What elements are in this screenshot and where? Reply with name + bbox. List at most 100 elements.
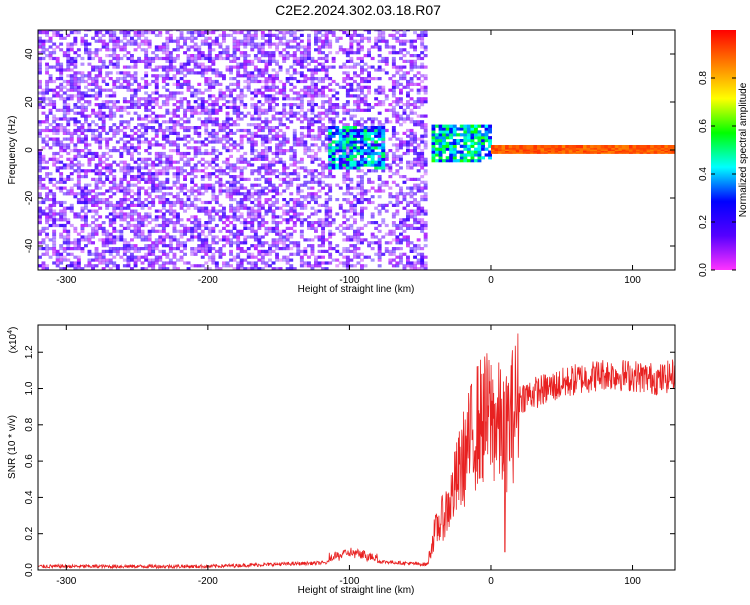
heatmap-cell [225,137,230,141]
heatmap-cell [402,195,407,199]
heatmap-cell [331,59,336,63]
heatmap-cell [377,209,382,213]
heatmap-cell [101,114,106,118]
heatmap-cell [211,226,216,230]
heatmap-cell [250,183,255,187]
heatmap-cell [360,48,364,52]
heatmap-cell [395,255,400,259]
heatmap-cell [84,206,88,210]
heatmap-cell [342,140,347,144]
heatmap-cell [52,143,57,147]
heatmap-cell [292,200,297,205]
heatmap-cell [399,137,403,141]
heatmap-cell [165,94,170,98]
heatmap-cell [289,218,294,222]
heatmap-cell [144,258,149,262]
heatmap-cell [165,56,170,61]
heatmap-cell [363,223,368,228]
heatmap-cell [243,45,248,49]
heatmap-cell [147,192,152,196]
heatmap-cell [154,172,159,176]
heatmap-cell [101,232,106,236]
heatmap-cell [154,77,159,81]
heatmap-cell [264,249,269,253]
heatmap-cell [395,71,400,75]
heatmap-cell [236,45,241,49]
heatmap-cell [324,221,329,225]
heatmap-cell [211,146,216,150]
heatmap-cell [243,218,248,222]
heatmap-cell [69,137,74,141]
heatmap-cell [115,79,120,84]
heatmap-cell [126,71,131,75]
heatmap-cell [374,221,379,225]
heatmap-cell [391,100,396,104]
heatmap-cell [335,198,340,202]
heatmap-cell [218,252,223,256]
heatmap-cell [137,163,141,167]
heatmap-cell [151,56,156,61]
heatmap-cell [176,36,180,40]
heatmap-cell [214,180,219,184]
heatmap-cell [423,255,428,259]
heatmap-cell [353,79,357,84]
heatmap-cell [271,183,276,187]
heatmap-cell [165,39,170,43]
heatmap-cell [165,166,170,170]
heatmap-cell [112,39,117,43]
heatmap-cell [317,126,322,130]
heatmap-cell [257,241,262,245]
heatmap-cell [87,209,92,213]
heatmap-cell [271,160,276,164]
heatmap-cell [38,91,42,95]
heatmap-cell [112,48,117,52]
heatmap-cell [112,186,117,190]
heatmap-cell [423,91,428,95]
heatmap-cell [310,226,315,230]
heatmap-cell [55,212,60,216]
heatmap-cell [285,180,290,184]
heatmap-cell [144,177,149,181]
heatmap-cell [314,255,318,259]
heatmap-cell [168,221,173,225]
heatmap-cell [112,206,117,210]
heatmap-cell [420,74,425,78]
heatmap-cell [98,192,103,196]
heatmap-cell [236,74,241,78]
heatmap-cell [91,177,95,181]
heatmap-cell [331,94,336,98]
heatmap-cell [45,33,49,37]
heatmap-cell [388,163,393,167]
heatmap-cell [119,247,124,251]
heatmap-cell [257,111,262,115]
heatmap-cell [98,154,103,158]
heatmap-cell [264,137,269,141]
heatmap-cell [268,36,272,40]
heatmap-cell [62,131,67,135]
heatmap-cell [399,258,403,262]
heatmap-cell [296,183,301,187]
heatmap-cell [52,140,57,144]
heatmap-cell [193,71,198,75]
heatmap-cell [278,258,283,262]
heatmap-cell [268,160,272,164]
heatmap-cell [416,160,421,164]
heatmap-cell [243,157,248,161]
heatmap-cell [345,88,350,92]
heatmap-cell [94,258,99,262]
heatmap-cell [38,241,42,245]
heatmap-cell [282,108,287,112]
heatmap-cell [52,238,57,242]
heatmap-cell [151,218,156,222]
heatmap-cell [317,235,322,239]
heatmap-cell [41,264,46,268]
heatmap-cell [165,65,170,69]
heatmap-cell [59,154,64,158]
heatmap-cell [310,160,315,164]
heatmap-cell [133,177,138,181]
heatmap-cell [345,249,350,253]
heatmap-cell [186,31,191,35]
heatmap-cell [144,54,149,58]
heatmap-cell [406,261,410,265]
heatmap-cell [260,108,265,112]
